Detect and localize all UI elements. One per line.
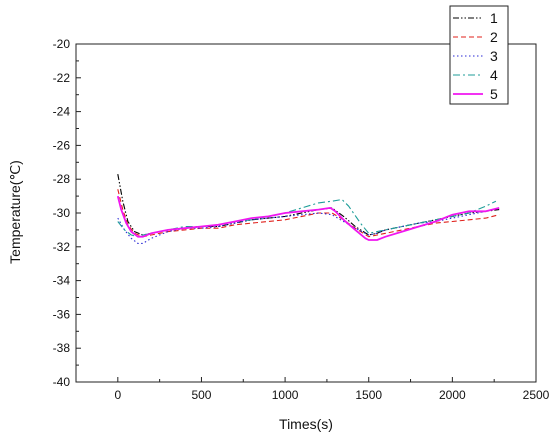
legend-label-1: 1 (490, 10, 498, 26)
x-axis-label: Times(s) (279, 416, 333, 432)
series-line-1 (117, 174, 500, 236)
x-tick-label: 2000 (439, 388, 466, 402)
legend-box (449, 5, 509, 105)
y-tick-label: -22 (53, 71, 71, 85)
legend: 1 2 3 4 5 (449, 5, 509, 105)
y-tick-label: -32 (53, 240, 71, 254)
x-tick-label: 500 (191, 388, 211, 402)
y-tick-label: -28 (53, 172, 71, 186)
y-tick-label: -38 (53, 341, 71, 355)
x-tick-label: 1000 (272, 388, 299, 402)
legend-label-5: 5 (490, 86, 498, 102)
y-tick-label: -30 (53, 206, 71, 220)
series-line-4 (117, 198, 497, 238)
y-axis-ticks: -40 -38 -36 -34 -32 -30 -28 -26 -24 -22 -20 (53, 37, 81, 389)
series-line-3 (117, 207, 500, 244)
y-tick-label: -26 (53, 138, 71, 152)
y-tick-label: -20 (53, 37, 71, 51)
y-tick-label: -40 (53, 375, 71, 389)
y-tick-label: -24 (53, 105, 71, 119)
legend-label-3: 3 (490, 48, 498, 64)
x-tick-label: 0 (114, 388, 121, 402)
y-tick-label: -36 (53, 307, 71, 321)
series-lines (116, 174, 500, 244)
series-line-5 (116, 195, 500, 241)
x-tick-label: 2500 (523, 388, 550, 402)
x-axis-ticks: 0 500 1000 1500 2000 2500 (75, 377, 550, 402)
legend-label-4: 4 (490, 67, 498, 83)
y-tick-label: -34 (53, 274, 71, 288)
x-tick-label: 1500 (355, 388, 382, 402)
y-axis-label: Temperature(℃) (7, 160, 23, 264)
legend-label-2: 2 (490, 29, 498, 45)
